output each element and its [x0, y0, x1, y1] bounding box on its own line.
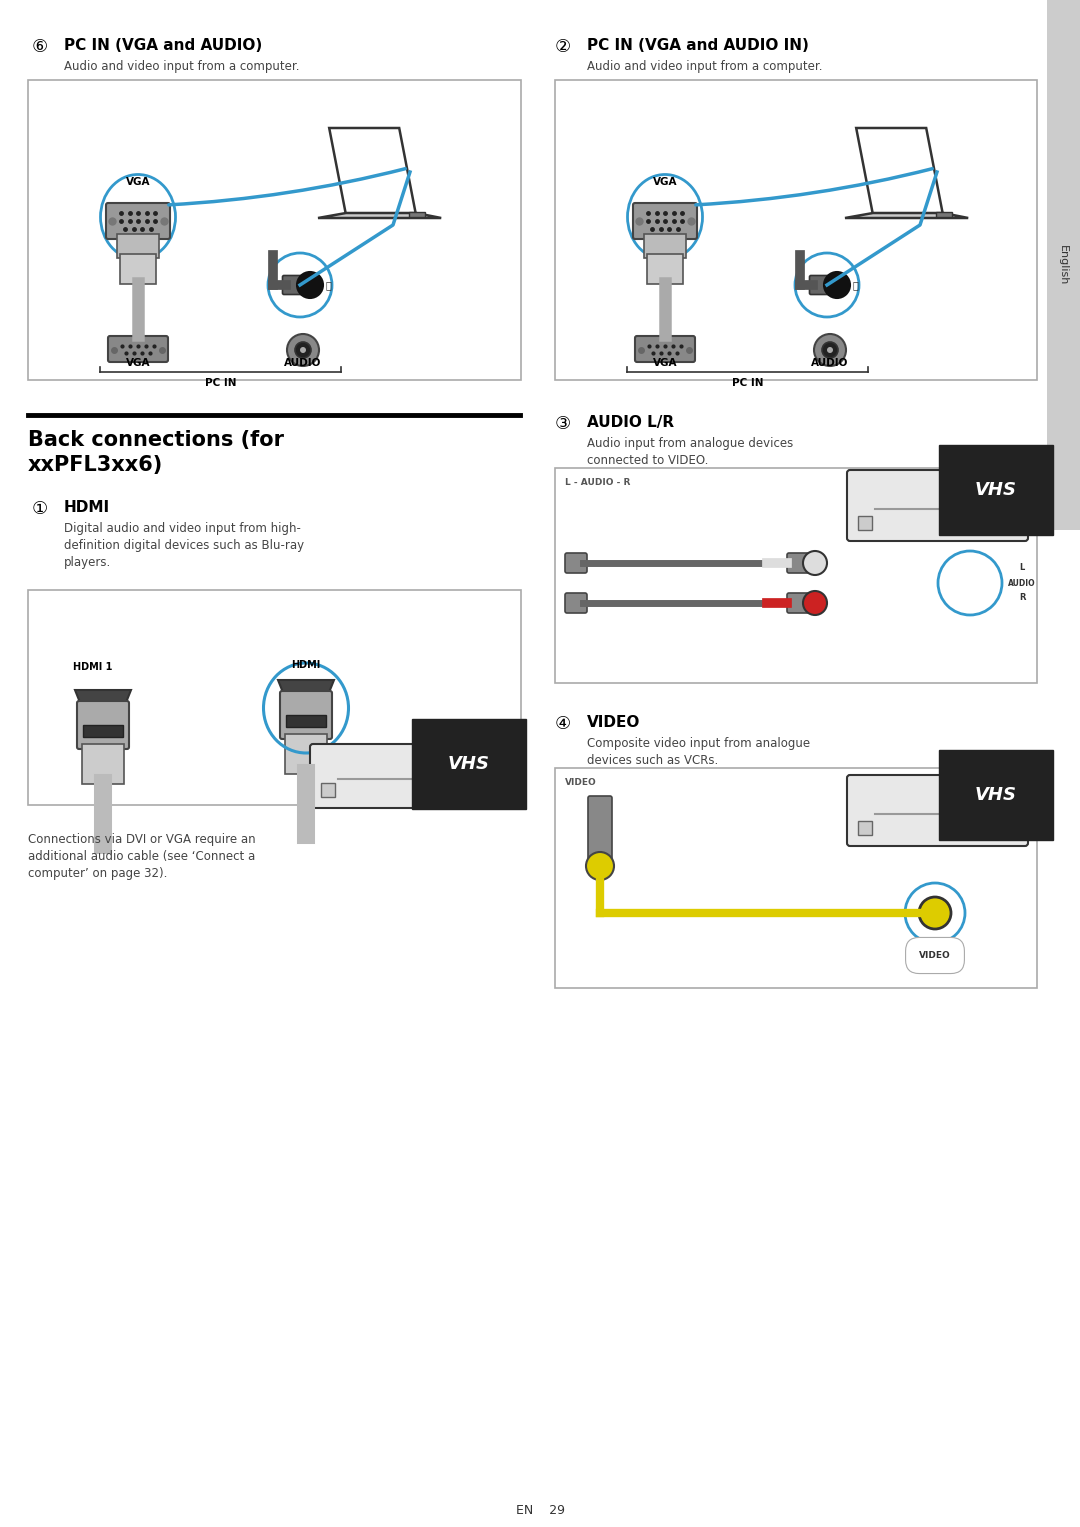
Text: HDMI: HDMI	[292, 660, 321, 670]
Text: Audio and video input from a computer.: Audio and video input from a computer.	[64, 60, 299, 73]
Circle shape	[804, 551, 827, 576]
Text: PC IN (VGA and AUDIO): PC IN (VGA and AUDIO)	[64, 38, 262, 53]
FancyBboxPatch shape	[108, 336, 168, 362]
FancyBboxPatch shape	[555, 768, 1037, 988]
FancyBboxPatch shape	[644, 234, 686, 258]
Text: VIDEO: VIDEO	[565, 777, 597, 786]
Text: Connections via DVI or VGA require an
additional audio cable (see ‘Connect a
com: Connections via DVI or VGA require an ad…	[28, 834, 256, 880]
Circle shape	[814, 334, 846, 366]
Text: PC IN: PC IN	[732, 379, 764, 388]
FancyBboxPatch shape	[635, 336, 696, 362]
Bar	[321, 783, 335, 797]
Text: HDMI: HDMI	[64, 499, 110, 515]
Polygon shape	[75, 690, 131, 705]
Text: HDMI 1: HDMI 1	[73, 663, 112, 672]
Text: VHS: VHS	[448, 754, 490, 773]
Text: AUDIO L/R: AUDIO L/R	[588, 415, 674, 431]
FancyBboxPatch shape	[120, 253, 156, 284]
Circle shape	[300, 347, 306, 353]
FancyBboxPatch shape	[555, 467, 1037, 683]
Text: ⎙: ⎙	[852, 279, 858, 290]
Polygon shape	[278, 680, 334, 695]
Text: VGA: VGA	[125, 177, 150, 186]
FancyBboxPatch shape	[286, 715, 326, 727]
Text: VHS: VHS	[975, 786, 1017, 805]
Bar	[858, 516, 872, 530]
Polygon shape	[856, 128, 943, 215]
Circle shape	[297, 272, 323, 298]
FancyBboxPatch shape	[565, 592, 588, 612]
FancyBboxPatch shape	[82, 744, 124, 783]
FancyBboxPatch shape	[28, 79, 521, 380]
Text: ③: ③	[555, 415, 571, 434]
Circle shape	[804, 591, 827, 615]
FancyBboxPatch shape	[847, 776, 1028, 846]
Text: PC IN: PC IN	[205, 379, 237, 388]
Text: VIDEO: VIDEO	[588, 715, 640, 730]
FancyBboxPatch shape	[280, 692, 332, 739]
FancyBboxPatch shape	[409, 212, 426, 217]
FancyBboxPatch shape	[633, 203, 697, 240]
Circle shape	[287, 334, 319, 366]
Text: L - AUDIO - R: L - AUDIO - R	[565, 478, 631, 487]
Text: PC IN (VGA and AUDIO IN): PC IN (VGA and AUDIO IN)	[588, 38, 809, 53]
FancyBboxPatch shape	[847, 470, 1028, 541]
FancyBboxPatch shape	[787, 592, 809, 612]
FancyBboxPatch shape	[28, 589, 521, 805]
Text: AUDIO: AUDIO	[284, 357, 322, 368]
Circle shape	[295, 342, 311, 357]
FancyBboxPatch shape	[787, 553, 809, 573]
Text: Composite video input from analogue
devices such as VCRs.: Composite video input from analogue devi…	[588, 738, 810, 767]
FancyBboxPatch shape	[106, 203, 170, 240]
FancyBboxPatch shape	[77, 701, 129, 750]
Text: Audio and video input from a computer.: Audio and video input from a computer.	[588, 60, 823, 73]
FancyBboxPatch shape	[1047, 0, 1080, 530]
Text: English: English	[1058, 244, 1068, 286]
Text: Audio input from analogue devices
connected to VIDEO.: Audio input from analogue devices connec…	[588, 437, 793, 467]
Bar	[858, 822, 872, 835]
Text: AUDIO: AUDIO	[1009, 579, 1036, 588]
FancyBboxPatch shape	[117, 234, 159, 258]
Circle shape	[827, 347, 833, 353]
Text: ⎙: ⎙	[325, 279, 330, 290]
Text: VGA: VGA	[125, 357, 150, 368]
FancyBboxPatch shape	[83, 725, 123, 738]
Circle shape	[919, 896, 951, 928]
FancyBboxPatch shape	[936, 212, 951, 217]
Text: Back connections (for
xxPFL3xx6): Back connections (for xxPFL3xx6)	[28, 431, 284, 475]
Text: AUDIO: AUDIO	[811, 357, 849, 368]
Circle shape	[824, 272, 850, 298]
Text: ④: ④	[555, 715, 571, 733]
Circle shape	[586, 852, 615, 880]
FancyBboxPatch shape	[588, 796, 612, 860]
Text: VIDEO: VIDEO	[919, 951, 950, 960]
Text: ①: ①	[32, 499, 49, 518]
Polygon shape	[329, 128, 416, 215]
Text: Digital audio and video input from high-
definition digital devices such as Blu-: Digital audio and video input from high-…	[64, 522, 305, 570]
Text: VGA: VGA	[652, 177, 677, 186]
Polygon shape	[845, 212, 968, 218]
Text: L: L	[1020, 563, 1025, 573]
Text: R: R	[1018, 594, 1025, 603]
Polygon shape	[318, 212, 442, 218]
FancyBboxPatch shape	[810, 275, 835, 295]
Text: VHS: VHS	[975, 481, 1017, 499]
FancyBboxPatch shape	[565, 553, 588, 573]
Circle shape	[822, 342, 838, 357]
Text: ②: ②	[555, 38, 571, 56]
FancyBboxPatch shape	[285, 734, 327, 774]
FancyBboxPatch shape	[555, 79, 1037, 380]
Text: EN    29: EN 29	[515, 1504, 565, 1516]
FancyBboxPatch shape	[647, 253, 683, 284]
FancyBboxPatch shape	[283, 275, 308, 295]
Text: VGA: VGA	[652, 357, 677, 368]
FancyBboxPatch shape	[310, 744, 501, 808]
Text: ⑥: ⑥	[32, 38, 49, 56]
